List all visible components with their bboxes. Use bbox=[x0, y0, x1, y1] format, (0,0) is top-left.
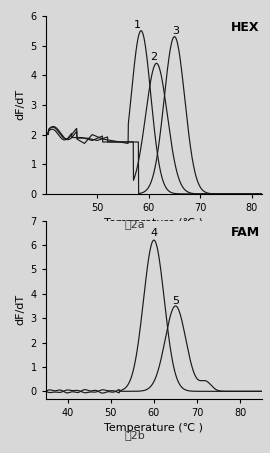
Text: 4: 4 bbox=[150, 228, 158, 238]
Y-axis label: dF/dT: dF/dT bbox=[15, 89, 25, 120]
Text: HEX: HEX bbox=[231, 21, 260, 34]
Y-axis label: dF/dT: dF/dT bbox=[15, 294, 25, 325]
Text: 3: 3 bbox=[172, 26, 179, 36]
X-axis label: Temperature (℃ ): Temperature (℃ ) bbox=[104, 218, 203, 228]
Text: 1: 1 bbox=[133, 20, 140, 30]
Text: 图2a: 图2a bbox=[125, 219, 145, 229]
Text: 图2b: 图2b bbox=[125, 430, 145, 440]
X-axis label: Temperature (℃ ): Temperature (℃ ) bbox=[104, 423, 203, 433]
Text: FAM: FAM bbox=[231, 226, 260, 239]
Text: 2: 2 bbox=[150, 53, 157, 63]
Text: 5: 5 bbox=[172, 295, 179, 305]
